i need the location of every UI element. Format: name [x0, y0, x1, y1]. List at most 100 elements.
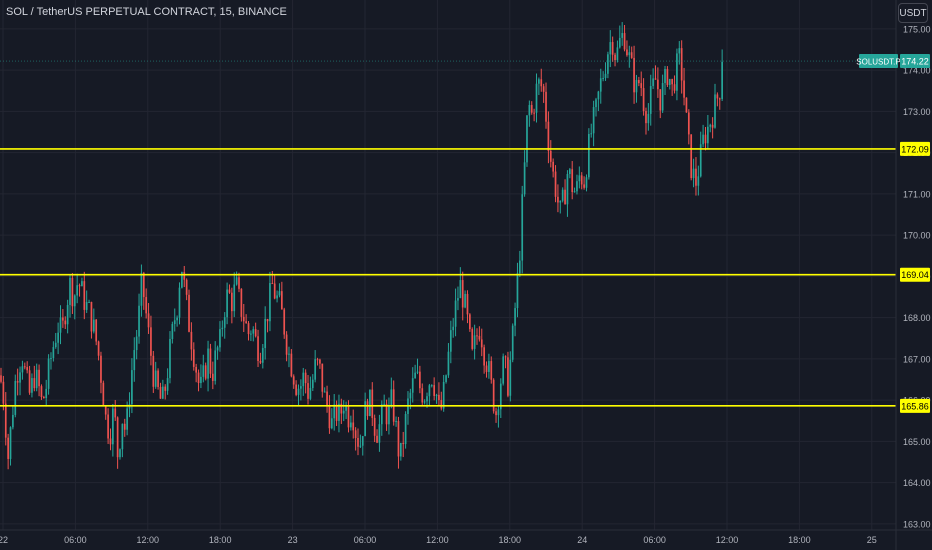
candle-body	[647, 113, 650, 124]
candle-body	[411, 378, 414, 393]
candle-body	[649, 85, 652, 114]
currency-button[interactable]: USDT	[898, 3, 928, 23]
candle-body	[709, 124, 712, 127]
candle-body	[7, 437, 9, 459]
candle-body	[397, 421, 400, 457]
candle-body	[300, 386, 302, 389]
y-tick-label: 165.00	[903, 437, 931, 447]
candle-body	[716, 94, 719, 99]
candle-body	[152, 355, 155, 387]
x-tick-label: 18:00	[788, 535, 811, 545]
candle-body	[635, 79, 638, 93]
candle-body	[597, 91, 600, 100]
x-tick-label: 18:00	[499, 535, 522, 545]
candle-body	[409, 392, 412, 399]
candle-body	[399, 442, 402, 457]
y-tick-label: 170.00	[903, 231, 931, 241]
y-tick-label: 175.00	[903, 24, 931, 34]
candle-body	[359, 445, 362, 447]
candle-body	[699, 144, 702, 177]
candle-body	[535, 83, 538, 113]
candle-body	[452, 326, 455, 331]
x-tick-label: 12:00	[137, 535, 160, 545]
candle-body	[131, 370, 133, 405]
x-tick-label: 12:00	[426, 535, 449, 545]
candle-body	[295, 384, 297, 395]
candle-body	[216, 347, 219, 351]
x-tick-label: 06:00	[643, 535, 666, 545]
candle-body	[559, 200, 562, 203]
candle-body	[476, 335, 478, 337]
candle-body	[190, 331, 193, 350]
y-tick-label: 171.00	[903, 189, 931, 199]
candle-body	[90, 301, 93, 332]
candle-body	[495, 411, 497, 416]
candle-body	[45, 388, 48, 399]
candle-body	[330, 418, 333, 429]
candle-body	[276, 295, 278, 299]
candle-body	[92, 319, 95, 332]
candle-body	[81, 281, 83, 287]
candle-body	[242, 316, 245, 322]
candle-body	[333, 404, 336, 419]
candle-body	[176, 317, 178, 321]
candle-body	[419, 371, 421, 389]
candle-body	[366, 401, 369, 416]
candle-body	[195, 366, 198, 373]
candle-body	[478, 335, 481, 340]
candle-body	[19, 372, 21, 383]
candle-body	[490, 361, 493, 380]
candle-body	[71, 277, 74, 307]
candle-body	[402, 442, 405, 445]
candle-body	[564, 189, 566, 205]
candle-body	[523, 162, 526, 195]
chart-grid	[0, 0, 896, 530]
candle-body	[95, 319, 98, 342]
time-axis: 22 06:00 12:00 18:00 23 06:00 12:00 18:00 24 06:0…	[0, 529, 932, 545]
candle-body	[507, 357, 509, 396]
candle-body	[666, 69, 669, 85]
candle-body	[209, 348, 212, 374]
candle-body	[633, 57, 635, 93]
candle-body	[257, 336, 259, 361]
candle-body	[623, 33, 626, 50]
candle-body	[245, 321, 247, 324]
candle-body	[435, 394, 438, 396]
candle-body	[178, 287, 181, 318]
candle-body	[576, 181, 578, 192]
candle-body	[112, 408, 114, 445]
y-tick-label: 163.00	[903, 519, 931, 529]
candle-body	[33, 378, 36, 389]
candle-body	[499, 383, 502, 410]
candle-body	[342, 410, 345, 414]
candle-body	[440, 400, 443, 409]
candle-body	[54, 342, 57, 348]
candle-body	[47, 358, 50, 389]
candle-body	[704, 134, 707, 144]
x-tick-label: 22	[0, 535, 8, 545]
candle-body	[526, 115, 528, 163]
candle-body	[147, 313, 150, 328]
candle-body	[57, 332, 59, 343]
candle-body	[40, 386, 43, 398]
candle-body	[352, 422, 355, 431]
level-labels: 172.09 169.04 165.86 SOLUSDT.P 174.22	[856, 54, 930, 413]
y-tick-label: 164.00	[903, 478, 931, 488]
candle-body	[238, 277, 240, 289]
candle-body	[357, 437, 359, 447]
candle-body	[540, 79, 543, 87]
level-label: 172.09	[901, 144, 929, 154]
candle-body	[583, 184, 585, 188]
candle-body	[373, 417, 376, 436]
candle-body	[611, 42, 614, 55]
candle-body	[223, 317, 226, 328]
candle-body	[588, 133, 590, 178]
candle-body	[121, 423, 124, 450]
x-tick-label: 06:00	[354, 535, 377, 545]
candle-body	[566, 174, 569, 205]
candle-body	[521, 194, 524, 261]
candle-body	[181, 271, 183, 288]
candle-body	[549, 150, 552, 162]
candle-body	[104, 406, 107, 415]
